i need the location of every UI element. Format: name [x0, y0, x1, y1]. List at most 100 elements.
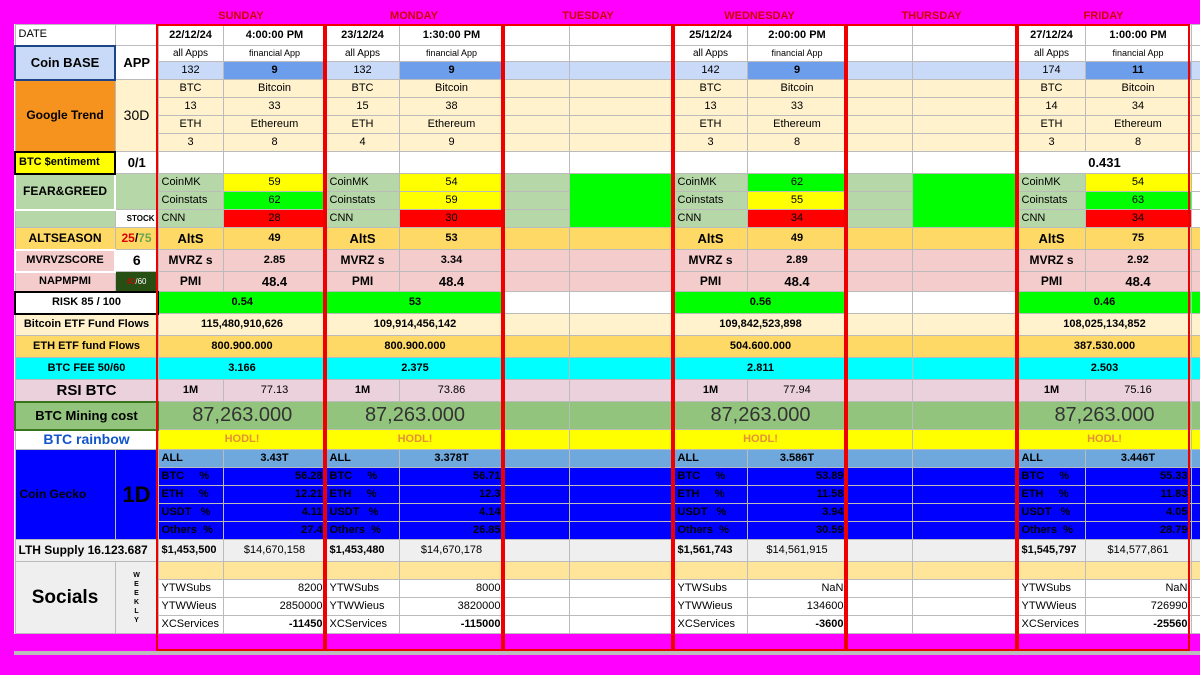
coinstats-label[interactable]: Coinstats: [1017, 191, 1086, 210]
rsi-value[interactable]: 77.13: [222, 379, 327, 402]
financial-app-rank[interactable]: 9: [398, 61, 505, 80]
gt-eth-value[interactable]: 3: [1017, 133, 1086, 152]
pmi-value[interactable]: 48.4: [1084, 271, 1192, 292]
label-altseason[interactable]: ALTSEASON: [14, 227, 116, 250]
all-apps-rank[interactable]: 132: [325, 61, 400, 80]
cg-usdt-label[interactable]: USDT %: [325, 503, 400, 522]
coinmk-value[interactable]: 54: [398, 173, 505, 192]
alts-label[interactable]: AltS: [673, 227, 748, 250]
cg-others-label[interactable]: Others %: [157, 521, 224, 540]
cg-usdt-label[interactable]: USDT %: [157, 503, 224, 522]
financial-app-label[interactable]: financial App: [222, 45, 327, 62]
mvrz-value[interactable]: 2.92: [1084, 249, 1192, 272]
ytwsubs-value[interactable]: 8200: [222, 579, 327, 598]
time-cell[interactable]: 2:00:00 PM: [746, 24, 848, 46]
gt-ethereum-value[interactable]: 8: [222, 133, 327, 152]
cnn-value[interactable]: 34: [1084, 209, 1192, 228]
gt-bitcoin-label[interactable]: Bitcoin: [398, 79, 505, 98]
all-apps-label[interactable]: all Apps: [1017, 45, 1086, 62]
cg-all-label[interactable]: ALL: [673, 449, 748, 468]
label-google-trend[interactable]: Google Trend: [14, 79, 116, 152]
label-btc-etf[interactable]: Bitcoin ETF Fund Flows: [14, 313, 159, 336]
xcservices-label[interactable]: XCServices: [673, 615, 748, 634]
lth-value-b[interactable]: $14,577,861: [1084, 539, 1192, 562]
gt-btc-label[interactable]: BTC: [325, 79, 400, 98]
ytwviews-value[interactable]: 726990: [1084, 597, 1192, 616]
alts-value[interactable]: 49: [222, 227, 327, 250]
coinmk-label[interactable]: CoinMK: [325, 173, 400, 192]
ytwsubs-label[interactable]: YTWSubs: [325, 579, 400, 598]
coinmk-label[interactable]: CoinMK: [673, 173, 748, 192]
gt-bitcoin-value[interactable]: 38: [398, 97, 505, 116]
hodl-value[interactable]: HODL!: [157, 429, 327, 450]
gt-eth-value[interactable]: 4: [325, 133, 400, 152]
gt-bitcoin-label[interactable]: Bitcoin: [746, 79, 848, 98]
btc-fee-value[interactable]: 3.166: [157, 357, 327, 380]
mvrz-label[interactable]: MVRZ s: [1017, 249, 1086, 272]
gt-eth-label[interactable]: ETH: [157, 115, 224, 134]
cg-usdt-dominance[interactable]: 4.11: [222, 503, 327, 522]
mvrz-value[interactable]: 2.85: [222, 249, 327, 272]
cg-others-dominance[interactable]: 28.79: [1084, 521, 1192, 540]
gt-btc-label[interactable]: BTC: [157, 79, 224, 98]
rsi-period[interactable]: 1M: [157, 379, 224, 402]
label-risk[interactable]: RISK 85 / 100: [14, 290, 159, 315]
gt-ethereum-value[interactable]: 9: [398, 133, 505, 152]
cg-eth-label[interactable]: ETH %: [157, 485, 224, 504]
coinmk-value[interactable]: 59: [222, 173, 327, 192]
cg-all-value[interactable]: 3.446T: [1084, 449, 1192, 468]
mvrz-label[interactable]: MVRZ s: [157, 249, 224, 272]
ytwviews-label[interactable]: YTWWieus: [673, 597, 748, 616]
ytwviews-label[interactable]: YTWWieus: [325, 597, 400, 616]
date-cell[interactable]: 23/12/24: [325, 24, 400, 46]
cg-usdt-label[interactable]: USDT %: [1017, 503, 1086, 522]
cg-eth-dominance[interactable]: 12.3: [398, 485, 505, 504]
label-coinbase[interactable]: Coin BASE: [14, 44, 116, 81]
rsi-value[interactable]: 77.94: [746, 379, 848, 402]
alts-label[interactable]: AltS: [157, 227, 224, 250]
all-apps-rank[interactable]: 142: [673, 61, 748, 80]
gt-ethereum-value[interactable]: 8: [746, 133, 848, 152]
cnn-value[interactable]: 34: [746, 209, 848, 228]
date-cell[interactable]: 27/12/24: [1017, 24, 1086, 46]
cg-usdt-label[interactable]: USDT %: [673, 503, 748, 522]
lth-value-a[interactable]: $1,453,480: [325, 539, 400, 562]
eth-etf-value[interactable]: 504.600.000: [673, 335, 848, 358]
coinstats-label[interactable]: Coinstats: [157, 191, 224, 210]
coinstats-value[interactable]: 63: [1084, 191, 1192, 210]
cg-eth-label[interactable]: ETH %: [325, 485, 400, 504]
coinstats-value[interactable]: 55: [746, 191, 848, 210]
cg-btc-dominance[interactable]: 56.71: [398, 467, 505, 486]
mining-cost-value[interactable]: 87,263.000: [157, 401, 327, 430]
risk-value[interactable]: 0.56: [673, 291, 848, 314]
lth-value-a[interactable]: $1,453,500: [157, 539, 224, 562]
napm-range[interactable]: 40/60: [114, 271, 159, 292]
ytwviews-label[interactable]: YTWWieus: [157, 597, 224, 616]
cg-all-label[interactable]: ALL: [325, 449, 400, 468]
hodl-value[interactable]: HODL!: [1017, 429, 1192, 450]
gt-btc-label[interactable]: BTC: [673, 79, 748, 98]
gt-eth-label[interactable]: ETH: [673, 115, 748, 134]
cg-others-dominance[interactable]: 27.4: [222, 521, 327, 540]
cg-eth-dominance[interactable]: 11.83: [1084, 485, 1192, 504]
rsi-period[interactable]: 1M: [325, 379, 400, 402]
cnn-value[interactable]: 28: [222, 209, 327, 228]
label-btc-sentiment[interactable]: BTC $entimemt: [14, 150, 116, 175]
alts-value[interactable]: 49: [746, 227, 848, 250]
cg-others-label[interactable]: Others %: [325, 521, 400, 540]
label-napmpmi[interactable]: NAPMPMI: [14, 271, 116, 292]
cg-eth-dominance[interactable]: 12.21: [222, 485, 327, 504]
gt-btc-value[interactable]: 14: [1017, 97, 1086, 116]
xcservices-label[interactable]: XCServices: [1017, 615, 1086, 634]
coinmk-value[interactable]: 62: [746, 173, 848, 192]
coinmk-value[interactable]: 54: [1084, 173, 1192, 192]
time-cell[interactable]: 4:00:00 PM: [222, 24, 327, 46]
coinstats-label[interactable]: Coinstats: [673, 191, 748, 210]
gt-bitcoin-value[interactable]: 34: [1084, 97, 1192, 116]
cg-usdt-dominance[interactable]: 4.05: [1084, 503, 1192, 522]
financial-app-label[interactable]: financial App: [398, 45, 505, 62]
rsi-value[interactable]: 73.86: [398, 379, 505, 402]
cnn-label[interactable]: CNN: [1017, 209, 1086, 228]
lth-value-b[interactable]: $14,670,178: [398, 539, 505, 562]
lth-value-b[interactable]: $14,561,915: [746, 539, 848, 562]
